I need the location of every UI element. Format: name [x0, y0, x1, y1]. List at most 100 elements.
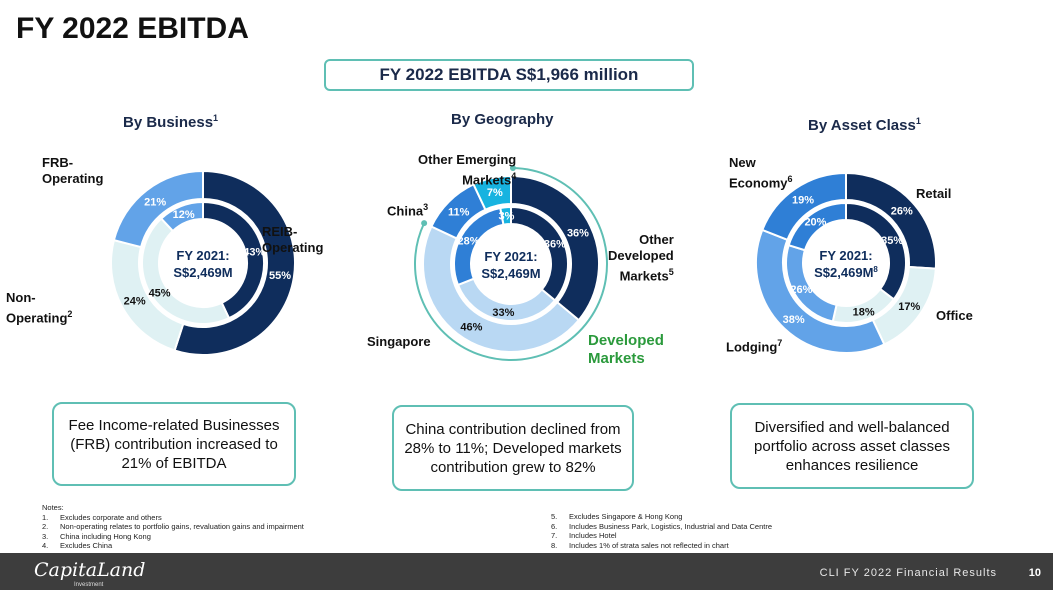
label-other-emerging: Other Emerging Markets4: [418, 152, 516, 188]
footer-title: CLI FY 2022 Financial Results: [819, 567, 997, 579]
note-item: 7. Includes Hotel: [551, 531, 772, 541]
outer-0-label-frb-operating: 21%: [144, 196, 166, 208]
note-text: Excludes corporate and others: [60, 512, 162, 522]
inner-2-label-retail: 35%: [881, 235, 903, 247]
label-other-developed: Other Developed Markets5: [608, 232, 674, 284]
page-number: 10: [1028, 567, 1041, 579]
outer-2-label-retail: 26%: [891, 206, 913, 218]
outer-1-label-other-developed-markets: 36%: [567, 227, 589, 239]
inner-0-label-frb-operating: 12%: [173, 209, 195, 221]
by-geography-title: By Geography: [451, 111, 554, 128]
headline-box: FY 2022 EBITDA S$1,966 million: [324, 59, 694, 91]
inner-1-label-singapore: 33%: [492, 307, 514, 319]
note-item: 5. Excludes Singapore & Hong Kong: [551, 512, 772, 522]
inner-0-label-reib-operating: 43%: [243, 247, 265, 259]
note-text: Includes Hotel: [569, 531, 617, 540]
inner-1-label-other-emerging-markets: 3%: [498, 211, 514, 223]
label-non-line2: Operating2: [6, 306, 72, 326]
label-odm-line2: Developed: [608, 248, 674, 263]
notes-header: Notes:: [42, 503, 64, 512]
label-china-text: China: [387, 203, 424, 219]
label-dev-line2: Markets: [588, 350, 645, 367]
inner-2-label-new-economy: 20%: [804, 217, 826, 229]
note-num: 7.: [551, 531, 558, 540]
label-ne-line2-text: Economy: [729, 175, 788, 191]
donut-center-1: [472, 225, 550, 303]
label-odm-sup: 5: [668, 267, 674, 277]
outer-2-label-new-economy: 19%: [792, 195, 814, 207]
label-frb-line1: FRB-: [42, 155, 74, 170]
note-num: 4.: [42, 541, 49, 550]
donut-center-2: [804, 221, 888, 305]
label-lodging: Lodging7: [726, 335, 782, 355]
label-office: Office: [936, 308, 973, 324]
label-odm-line3: Markets5: [608, 264, 674, 284]
center-label-1-1: S$2,469M: [481, 266, 540, 281]
label-china-sup: 3: [423, 202, 429, 212]
notes-left: Notes: 1. Excludes corporate and others 2…: [42, 503, 304, 551]
note-num: 2.: [42, 522, 49, 531]
label-office-text: Office: [936, 308, 973, 323]
label-oem-line2: Markets4: [418, 168, 516, 188]
by-asset-class-title-sup: 1: [915, 116, 921, 126]
by-business-title-text: By Business: [123, 114, 214, 131]
note-item: 4. Excludes China: [42, 541, 304, 551]
inner-2-label-lodging: 26%: [790, 284, 812, 296]
outer-1-slice-other-emerging-markets: [472, 174, 512, 212]
by-geography-title-text: By Geography: [451, 111, 554, 128]
inner-1-slice-other-emerging-markets: [499, 205, 512, 226]
label-reib-operating: REIB- Operating: [262, 224, 323, 256]
label-dev-line1: Developed: [588, 332, 664, 349]
by-business-title: By Business1: [123, 113, 218, 131]
bracket-dot-top: [509, 165, 516, 172]
label-reib-line1: REIB-: [262, 224, 298, 239]
label-oem-line2-text: Markets: [462, 172, 512, 188]
label-new-economy: New Economy6: [729, 155, 793, 191]
takeaway-asset-text: Diversified and well-balanced portfolio …: [754, 418, 950, 474]
takeaway-box-asset-class: Diversified and well-balanced portfolio …: [730, 403, 974, 489]
note-item: 1. Excludes corporate and others: [42, 513, 304, 523]
outer-0-label-reib-operating: 55%: [269, 270, 291, 282]
label-china: China3: [387, 199, 428, 219]
note-num: 8.: [551, 540, 558, 550]
label-non-line2-text: Operating: [6, 310, 68, 326]
inner-1-label-other-developed-markets: 36%: [544, 238, 566, 250]
note-text: Excludes China: [60, 541, 113, 550]
center-label-1-0: FY 2021:: [484, 249, 537, 264]
developed-markets-bracket: [414, 167, 608, 361]
note-text: Includes Business Park, Logistics, Indus…: [569, 521, 773, 531]
note-text: Non-operating relates to portfolio gains…: [60, 522, 304, 531]
label-frb-operating: FRB- Operating: [42, 155, 103, 187]
takeaway-geography-text: China contribution declined from 28% to …: [404, 420, 622, 476]
label-retail: Retail: [916, 186, 951, 202]
center-label-0-1: S$2,469M: [173, 265, 232, 280]
inner-2-slice-new-economy: [787, 201, 847, 252]
outer-2-slice-new-economy: [761, 171, 847, 242]
center-label-0-0: FY 2021:: [176, 248, 229, 263]
note-num: 5.: [551, 512, 558, 521]
label-ne-sup: 6: [787, 174, 793, 184]
outer-1-label-singapore: 46%: [460, 321, 482, 333]
label-ne-line2: Economy6: [729, 171, 793, 191]
note-text: Includes 1% of strata sales not reflecte…: [569, 540, 729, 550]
by-asset-class-title-text: By Asset Class: [808, 117, 916, 134]
center-label-sup-2: 8: [873, 265, 878, 274]
outer-2-label-office: 17%: [898, 301, 920, 313]
label-lodging-text: Lodging: [726, 339, 778, 355]
label-frb-line2: Operating: [42, 171, 104, 186]
label-odm-line3-text: Markets: [619, 268, 669, 284]
label-non-line1: Non-: [6, 290, 36, 305]
note-num: 3.: [42, 531, 49, 541]
note-num: 1.: [42, 512, 49, 522]
capitaland-logo: CapitaLand: [34, 559, 146, 581]
takeaway-box-business: Fee Income-related Businesses (FRB) cont…: [52, 402, 296, 486]
outer-2-slice-lodging: [755, 228, 886, 354]
note-item: 2. Non-operating relates to portfolio gai…: [42, 522, 304, 532]
footer-bar: CapitaLand Investment CLI FY 2022 Financ…: [0, 553, 1053, 590]
note-num: 6.: [551, 521, 558, 531]
label-retail-text: Retail: [916, 186, 952, 201]
note-text: China including Hong Kong: [60, 531, 151, 541]
label-singapore: Singapore: [367, 334, 431, 350]
outer-2-label-lodging: 38%: [783, 314, 805, 326]
label-developed-markets: Developed Markets: [588, 332, 664, 368]
